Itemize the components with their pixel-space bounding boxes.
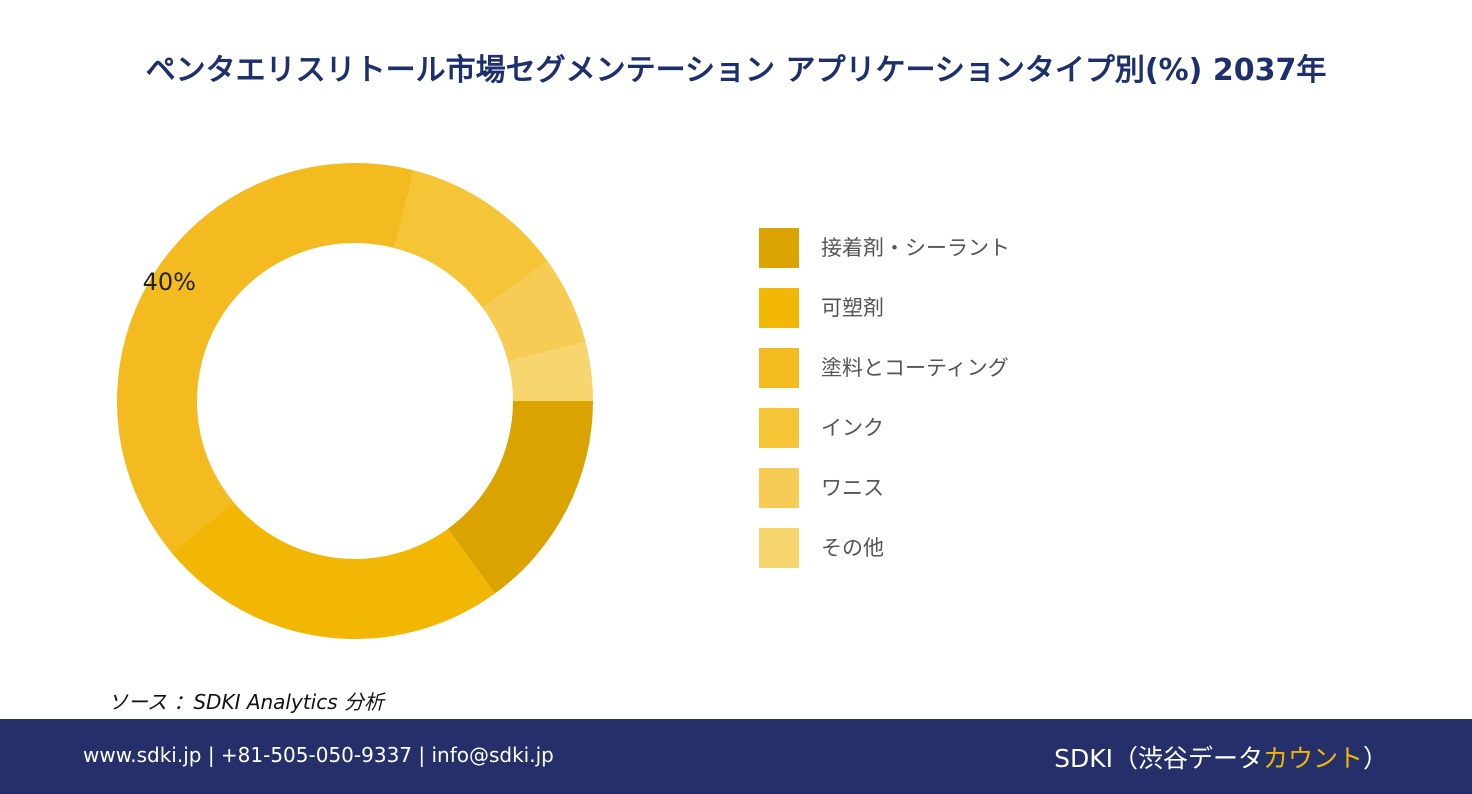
legend-swatch-2 bbox=[759, 348, 799, 388]
donut-slice-2 bbox=[116, 163, 415, 553]
donut-slice-3 bbox=[394, 170, 548, 309]
donut-slice-0 bbox=[447, 401, 593, 594]
legend-label-5: その他 bbox=[821, 536, 884, 560]
brand-accent: カウント bbox=[1262, 744, 1363, 773]
legend-label-1: 可塑剤 bbox=[821, 296, 884, 320]
brand-prefix: SDKI（渋谷データ bbox=[1054, 744, 1263, 773]
donut-slice-1 bbox=[171, 501, 495, 639]
donut-slice-4 bbox=[482, 261, 586, 362]
legend-swatch-1 bbox=[759, 288, 799, 328]
legend-swatch-5 bbox=[759, 528, 799, 568]
legend-swatch-0 bbox=[759, 228, 799, 268]
footer-bar: www.sdki.jp | +81-505-050-9337 | info@sd… bbox=[0, 719, 1472, 794]
legend-label-0: 接着剤・シーラント bbox=[821, 236, 1010, 260]
brand-suffix: ） bbox=[1362, 744, 1388, 773]
legend-label-3: インク bbox=[821, 416, 884, 440]
legend-swatch-3 bbox=[759, 408, 799, 448]
footer-contact: www.sdki.jp | +81-505-050-9337 | info@sd… bbox=[83, 743, 554, 767]
source-note: ソース ：SDKI Analytics 分析 bbox=[108, 690, 385, 714]
donut-chart: 40% bbox=[116, 163, 593, 639]
legend-label-2: 塗料とコーティング bbox=[821, 356, 1009, 380]
legend-label-4: ワニス bbox=[821, 476, 884, 500]
chart-title: ペンタエリスリトール市場セグメンテーション アプリケーションタイプ別(%) 20… bbox=[145, 53, 1327, 88]
donut-slice-5 bbox=[508, 341, 593, 401]
footer-brand: SDKI（渋谷データカウント） bbox=[1054, 739, 1388, 775]
slice-data-label-2: 40% bbox=[143, 268, 196, 296]
legend-swatch-4 bbox=[759, 468, 799, 508]
